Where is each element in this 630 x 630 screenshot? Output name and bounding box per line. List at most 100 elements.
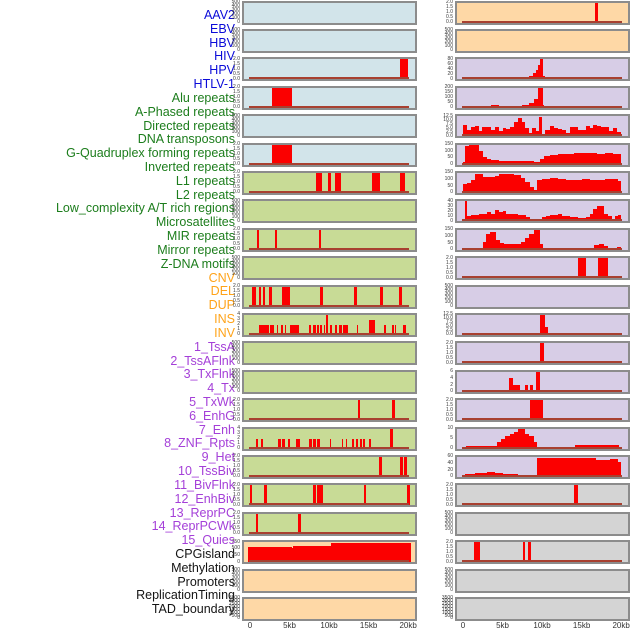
data-bar (291, 547, 294, 563)
data-bar (315, 172, 322, 193)
area-slice (514, 174, 521, 193)
baseline (249, 503, 409, 506)
track-plot-ins (455, 0, 630, 25)
data-bar (399, 286, 402, 307)
data-bar (523, 542, 526, 563)
baseline (249, 105, 409, 108)
baseline (249, 304, 409, 307)
data-bar (598, 258, 608, 279)
area-slice (557, 154, 566, 165)
plot-area (244, 599, 415, 619)
area-slice (617, 462, 622, 477)
area-slice (593, 124, 598, 137)
data-bar (318, 229, 322, 250)
area-slice (498, 174, 507, 193)
data-bar (252, 286, 256, 307)
y-tick-label: 500 (444, 27, 453, 34)
y-tick-label: 400 (444, 287, 453, 293)
area-slice (538, 88, 543, 108)
area-slice (607, 216, 612, 222)
y-tick-label: 1500 (441, 606, 453, 613)
y-tick-label: 0.5 (233, 411, 240, 418)
y-tick-label: 1.5 (446, 344, 453, 351)
y-tick-label: 20 (447, 70, 453, 77)
y-tick-label: 0 (237, 359, 240, 366)
y-tick-label: 80 (447, 55, 453, 62)
area-slice (518, 428, 525, 449)
data-bar (272, 87, 292, 108)
y-tick-label: 0.0 (233, 501, 240, 508)
track-label-l1-repeats: L1 repeats (175, 173, 235, 188)
y-tick-label: 0.0 (233, 246, 240, 253)
y-tick-label: 1.5 (233, 89, 240, 96)
area-slice (581, 152, 590, 165)
area-slice (542, 178, 550, 193)
area-slice (521, 121, 525, 137)
y-tick-label: 7.5 (446, 319, 453, 326)
area-slice (500, 438, 505, 449)
area-slice (577, 129, 586, 137)
baseline (462, 20, 622, 23)
y-tick-label: 2.0 (233, 283, 240, 289)
track-label-mirror-repeats: Mirror repeats (157, 242, 235, 257)
data-bar (392, 400, 395, 421)
y-tick-label: 1.0 (446, 491, 453, 498)
y-tick-label: 1.5 (446, 486, 453, 493)
area-slice (490, 213, 495, 222)
area-slice (532, 73, 536, 80)
plot-area (457, 428, 628, 449)
track-label-z-dna-motifs: Z-DNA motifs (160, 256, 235, 271)
area-slice (482, 241, 486, 250)
data-bar (278, 438, 281, 449)
y-tick-label: 2.0 (233, 396, 240, 403)
track-label-cnv: CNV (208, 270, 235, 285)
y-tick-label: 300 (444, 518, 453, 525)
y-tick-label: 2000 (228, 603, 240, 610)
y-tick-label: 300 (231, 575, 240, 581)
track-label-microsatellites: Microsatellites (155, 215, 235, 230)
y-tick-label: 0.0 (446, 416, 453, 423)
baseline (462, 560, 622, 563)
data-bar (371, 172, 380, 193)
y-tick-label: 400 (231, 343, 240, 350)
y-tick-label: 100 (231, 355, 240, 362)
track-plot-dna-transposons (242, 256, 417, 281)
y-tick-label: 0.5 (233, 496, 240, 503)
data-bar (345, 438, 348, 449)
y-tick-label: 2.0 (233, 481, 240, 488)
plot-area (244, 3, 415, 23)
track-plot-hiv (242, 85, 417, 110)
track-label-2-tssaflnk: 2_TssAFlnk (170, 353, 235, 368)
track-plot-mir-repeats (242, 454, 417, 479)
track-plot-2-tssaflnk (455, 85, 630, 110)
y-tick-label: 1.5 (233, 174, 240, 181)
baseline (462, 105, 622, 108)
y-tick-label: 0.5 (233, 525, 240, 532)
data-bar (339, 324, 342, 335)
y-tick-label: 500 (231, 368, 240, 375)
data-bar (527, 542, 531, 563)
y-tick-label: 0.0 (446, 274, 453, 281)
data-bar (261, 438, 264, 449)
data-bar (577, 258, 587, 279)
y-tick-label: 0.5 (233, 468, 240, 475)
y-tick-label: 0 (237, 331, 240, 338)
data-bar (289, 324, 299, 335)
area-slice (474, 174, 483, 193)
data-bar (329, 324, 333, 335)
area-slice (504, 243, 521, 250)
plot-area (457, 2, 628, 23)
area-slice (569, 127, 574, 137)
y-tick-label: 50 (447, 182, 453, 189)
data-bar (539, 343, 545, 364)
plot-area (457, 514, 628, 534)
track-label-replicationtiming: ReplicationTiming (136, 588, 235, 603)
data-bar (276, 324, 279, 335)
y-tick-label: 0 (450, 587, 453, 593)
y-tick-label: 500 (231, 0, 240, 5)
data-bar (284, 324, 287, 335)
y-tick-label: 200 (231, 266, 240, 273)
y-tick-label: 1.0 (446, 9, 453, 15)
track-label-dna-transposons: DNA transposons (137, 132, 235, 147)
track-label-ins: INS (214, 312, 235, 327)
